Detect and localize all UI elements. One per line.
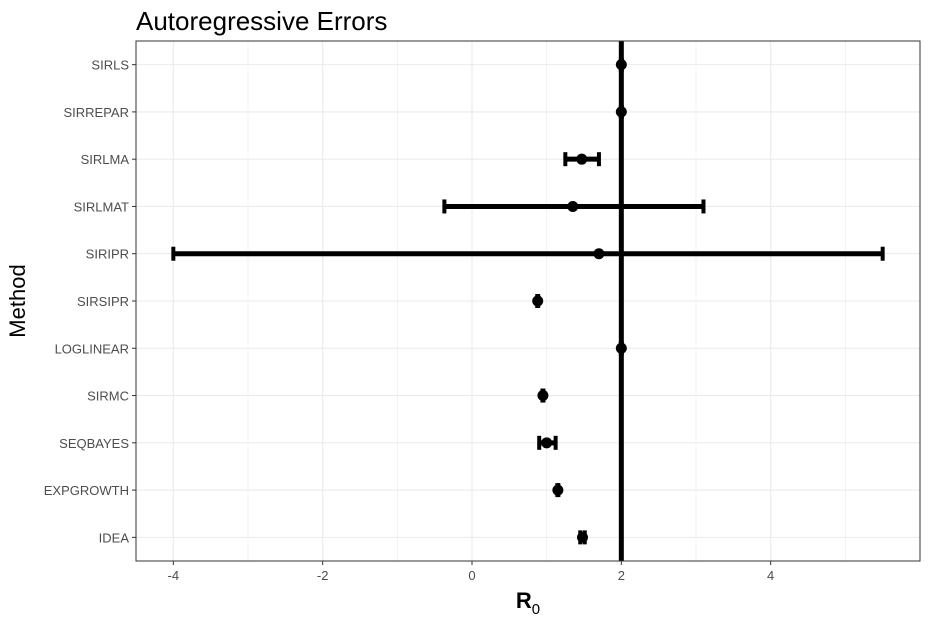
estimate-point: [537, 390, 549, 402]
y-tick-label: SIRSIPR: [77, 294, 129, 309]
x-tick-labels: -4 -2 0 2 4: [168, 561, 774, 583]
estimate-point: [567, 200, 579, 212]
estimate-point: [593, 248, 605, 260]
x-axis-title-main: R: [516, 588, 532, 613]
estimate-point: [615, 59, 627, 71]
data-marks: [171, 41, 885, 561]
y-tick-labels: SIRLS SIRREPAR SIRLMA SIRLMAT SIRIPR SIRSIPR L…: [44, 58, 136, 545]
grid: [136, 41, 920, 561]
chart-title: Autoregressive Errors: [136, 6, 387, 36]
estimate-point: [576, 153, 588, 165]
x-axis-title-subscript: 0: [532, 601, 540, 618]
y-tick-label: SIRLMAT: [74, 199, 129, 214]
y-tick-label: EXPGROWTH: [44, 483, 129, 498]
estimate-point: [615, 342, 627, 354]
x-tick-label: 0: [468, 568, 475, 583]
y-tick-label: SIRMC: [87, 389, 129, 404]
estimate-point: [615, 106, 627, 118]
y-tick-label: LOGLINEAR: [55, 341, 129, 356]
x-tick-label: -4: [168, 568, 180, 583]
estimate-point: [577, 531, 589, 543]
x-tick-label: 4: [767, 568, 774, 583]
y-tick-label: SEQBAYES: [59, 436, 129, 451]
y-tick-label: SIRLMA: [81, 152, 130, 167]
estimate-point: [532, 295, 544, 307]
estimate-point: [541, 437, 553, 449]
estimate-point: [552, 484, 564, 496]
x-tick-label: 2: [618, 568, 625, 583]
x-axis-title: R0: [516, 588, 540, 618]
y-tick-label: SIRIPR: [86, 247, 129, 262]
y-axis-title: Method: [5, 264, 30, 337]
y-tick-label: SIRREPAR: [64, 105, 130, 120]
x-tick-label: -2: [317, 568, 329, 583]
y-tick-label: SIRLS: [91, 58, 129, 73]
y-tick-label: IDEA: [99, 530, 130, 545]
